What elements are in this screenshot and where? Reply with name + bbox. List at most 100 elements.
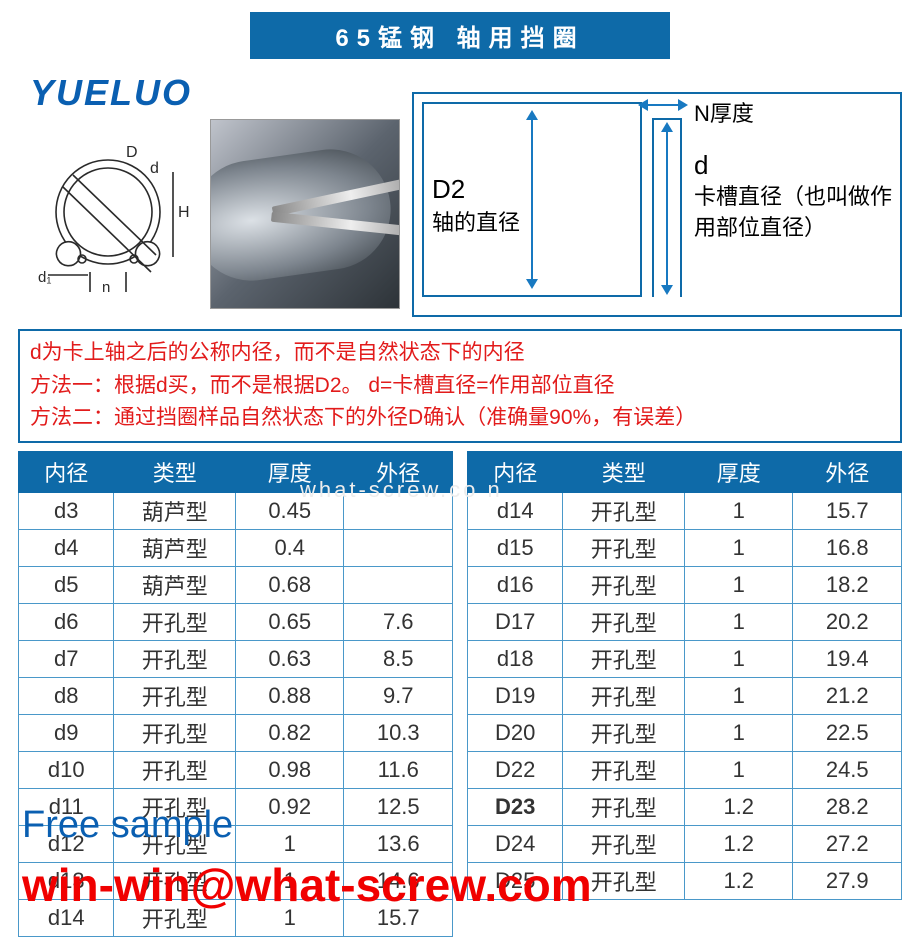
- table-cell: 开孔型: [563, 788, 685, 825]
- table-row: d14开孔型115.7: [468, 492, 902, 529]
- table-cell: d5: [19, 566, 114, 603]
- table-header: 外径: [793, 451, 902, 492]
- brand-logo: YUELUO: [30, 72, 192, 114]
- table-cell: 22.5: [793, 714, 902, 751]
- table-cell: 开孔型: [563, 603, 685, 640]
- table-cell: 开孔型: [114, 677, 236, 714]
- table-header: 内径: [19, 451, 114, 492]
- table-cell: d18: [468, 640, 563, 677]
- table-header: 内径: [468, 451, 563, 492]
- table-cell: d6: [19, 603, 114, 640]
- table-cell: D17: [468, 603, 563, 640]
- table-cell: 1: [684, 603, 793, 640]
- table-cell: 7.6: [344, 603, 453, 640]
- product-photo: [210, 119, 400, 309]
- table-cell: 8.5: [344, 640, 453, 677]
- table-cell: 28.2: [793, 788, 902, 825]
- table-cell: 0.63: [235, 640, 344, 677]
- table-row: D24开孔型1.227.2: [468, 825, 902, 862]
- table-row: D17开孔型120.2: [468, 603, 902, 640]
- info-line-3: 方法二：通过挡圈样品自然状态下的外径D确认（准确量90%，有误差）: [30, 402, 890, 435]
- info-line-1: d为卡上轴之后的公称内径，而不是自然状态下的内径: [30, 337, 890, 370]
- table-cell: D24: [468, 825, 563, 862]
- table-cell: d3: [19, 492, 114, 529]
- table-cell: 开孔型: [114, 751, 236, 788]
- table-cell: 开孔型: [563, 751, 685, 788]
- table-cell: 27.9: [793, 862, 902, 899]
- table-cell: 12.5: [344, 788, 453, 825]
- table-cell: 21.2: [793, 677, 902, 714]
- table-cell: d10: [19, 751, 114, 788]
- d2-arrow: [531, 112, 533, 287]
- table-cell: 10.3: [344, 714, 453, 751]
- technical-drawing: D d H d₁ n: [18, 117, 198, 297]
- table-cell: d4: [19, 529, 114, 566]
- table-row: d7开孔型0.638.5: [19, 640, 453, 677]
- table-cell: 1: [684, 529, 793, 566]
- table-cell: 0.88: [235, 677, 344, 714]
- table-cell: 15.7: [793, 492, 902, 529]
- table-cell: D23: [468, 788, 563, 825]
- table-cell: [344, 492, 453, 529]
- table-cell: 葫芦型: [114, 566, 236, 603]
- table-cell: 开孔型: [563, 566, 685, 603]
- n-label: N厚度: [694, 96, 754, 128]
- table-cell: 0.98: [235, 751, 344, 788]
- d2-desc: 轴的直径: [432, 205, 520, 237]
- table-header: 厚度: [684, 451, 793, 492]
- table-cell: 葫芦型: [114, 529, 236, 566]
- table-cell: 1: [235, 825, 344, 862]
- table-cell: 0.92: [235, 788, 344, 825]
- table-cell: 开孔型: [563, 529, 685, 566]
- table-header: 类型: [563, 451, 685, 492]
- table-row: d5葫芦型0.68: [19, 566, 453, 603]
- title-bar: 65锰钢 轴用挡圈: [250, 12, 670, 59]
- d2-label: D2: [432, 174, 520, 205]
- table-row: d6开孔型0.657.6: [19, 603, 453, 640]
- table-cell: d8: [19, 677, 114, 714]
- table-header: 外径: [344, 451, 453, 492]
- table-cell: [344, 566, 453, 603]
- table-cell: 1: [684, 492, 793, 529]
- table-cell: [344, 529, 453, 566]
- table-cell: d16: [468, 566, 563, 603]
- d-arrow: [666, 124, 668, 293]
- svg-text:d: d: [150, 160, 159, 177]
- table-cell: 开孔型: [114, 603, 236, 640]
- table-cell: 0.82: [235, 714, 344, 751]
- table-cell: 0.4: [235, 529, 344, 566]
- table-cell: 9.7: [344, 677, 453, 714]
- table-row: d8开孔型0.889.7: [19, 677, 453, 714]
- table-cell: 葫芦型: [114, 492, 236, 529]
- table-cell: 1: [684, 566, 793, 603]
- table-cell: 0.65: [235, 603, 344, 640]
- table-header: 类型: [114, 451, 236, 492]
- table-cell: 1: [684, 677, 793, 714]
- table-cell: 开孔型: [563, 492, 685, 529]
- table-cell: 1.2: [684, 825, 793, 862]
- table-cell: 0.45: [235, 492, 344, 529]
- table-cell: D19: [468, 677, 563, 714]
- table-cell: 1.2: [684, 788, 793, 825]
- table-cell: d14: [468, 492, 563, 529]
- table-row: D19开孔型121.2: [468, 677, 902, 714]
- free-sample-overlay: Free sample: [22, 804, 233, 847]
- table-cell: D20: [468, 714, 563, 751]
- table-row: D23开孔型1.228.2: [468, 788, 902, 825]
- shaft-box: D2 轴的直径: [422, 102, 642, 297]
- table-row: d10开孔型0.9811.6: [19, 751, 453, 788]
- info-box: d为卡上轴之后的公称内径，而不是自然状态下的内径 方法一：根据d买，而不是根据D…: [18, 329, 902, 443]
- table-header: 厚度: [235, 451, 344, 492]
- d-desc: 卡槽直径（也叫做作用部位直径）: [694, 182, 892, 244]
- table-cell: 24.5: [793, 751, 902, 788]
- table-cell: 18.2: [793, 566, 902, 603]
- table-row: d15开孔型116.8: [468, 529, 902, 566]
- table-cell: d9: [19, 714, 114, 751]
- table-cell: 开孔型: [114, 640, 236, 677]
- svg-text:d₁: d₁: [38, 269, 51, 286]
- table-cell: 16.8: [793, 529, 902, 566]
- svg-text:H: H: [178, 204, 190, 221]
- d-label: d: [694, 150, 708, 181]
- table-row: D20开孔型122.5: [468, 714, 902, 751]
- table-row: d4葫芦型0.4: [19, 529, 453, 566]
